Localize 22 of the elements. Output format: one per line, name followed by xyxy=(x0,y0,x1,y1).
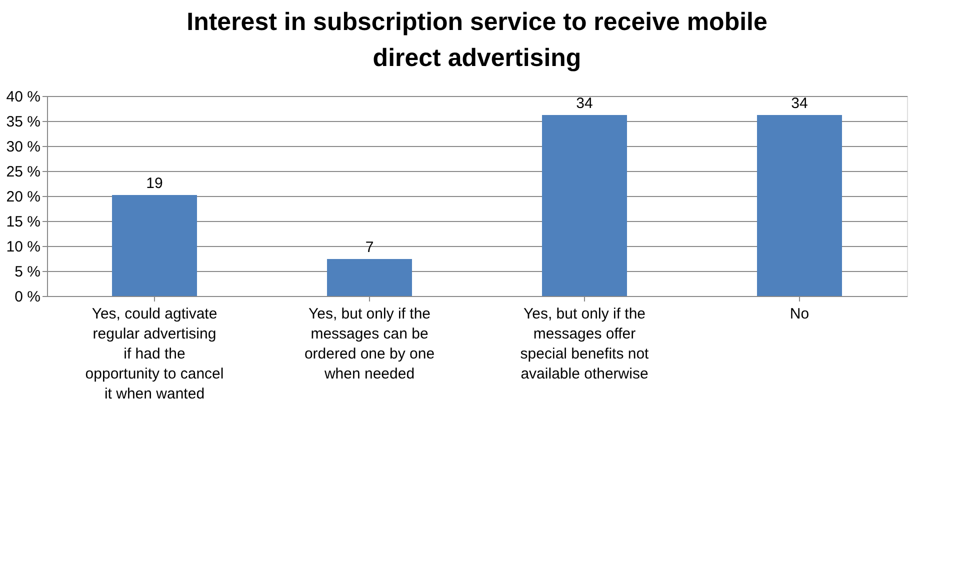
y-tick-label: 30 % xyxy=(6,138,40,156)
annotation: 34 xyxy=(791,95,808,112)
y-tick-label: 25 % xyxy=(6,164,40,180)
y-tick-label: 20 % xyxy=(6,188,40,206)
chart-title: Interest in subscription service to receive mobile direct advertising xyxy=(186,8,768,72)
y-tick-label: 15 % xyxy=(6,214,40,230)
y-tick-label: 5 % xyxy=(14,264,40,280)
bar xyxy=(757,115,842,296)
x-tick-label: Yes, but only if the messages can be ordered one by one when needed xyxy=(304,306,435,382)
y-tick-label: 10 % xyxy=(6,238,40,256)
annotation: 19 xyxy=(146,175,163,192)
bar xyxy=(327,259,412,296)
x-tick-label: No xyxy=(790,306,810,322)
bar xyxy=(112,195,197,296)
y-tick-label: 0 % xyxy=(14,288,40,306)
x-tick-label: Yes, could agtivate regular advertising if had the opportunity to cancel it when wanted xyxy=(85,306,224,402)
y-tick-label: 35 % xyxy=(6,114,40,130)
y-tick-label: 40 % xyxy=(6,88,40,106)
annotation: 34 xyxy=(576,95,593,112)
bar xyxy=(542,115,627,296)
x-tick-label: Yes, but only if the messages offer special benefits not available otherwise xyxy=(520,306,650,382)
annotation: 7 xyxy=(365,239,374,256)
